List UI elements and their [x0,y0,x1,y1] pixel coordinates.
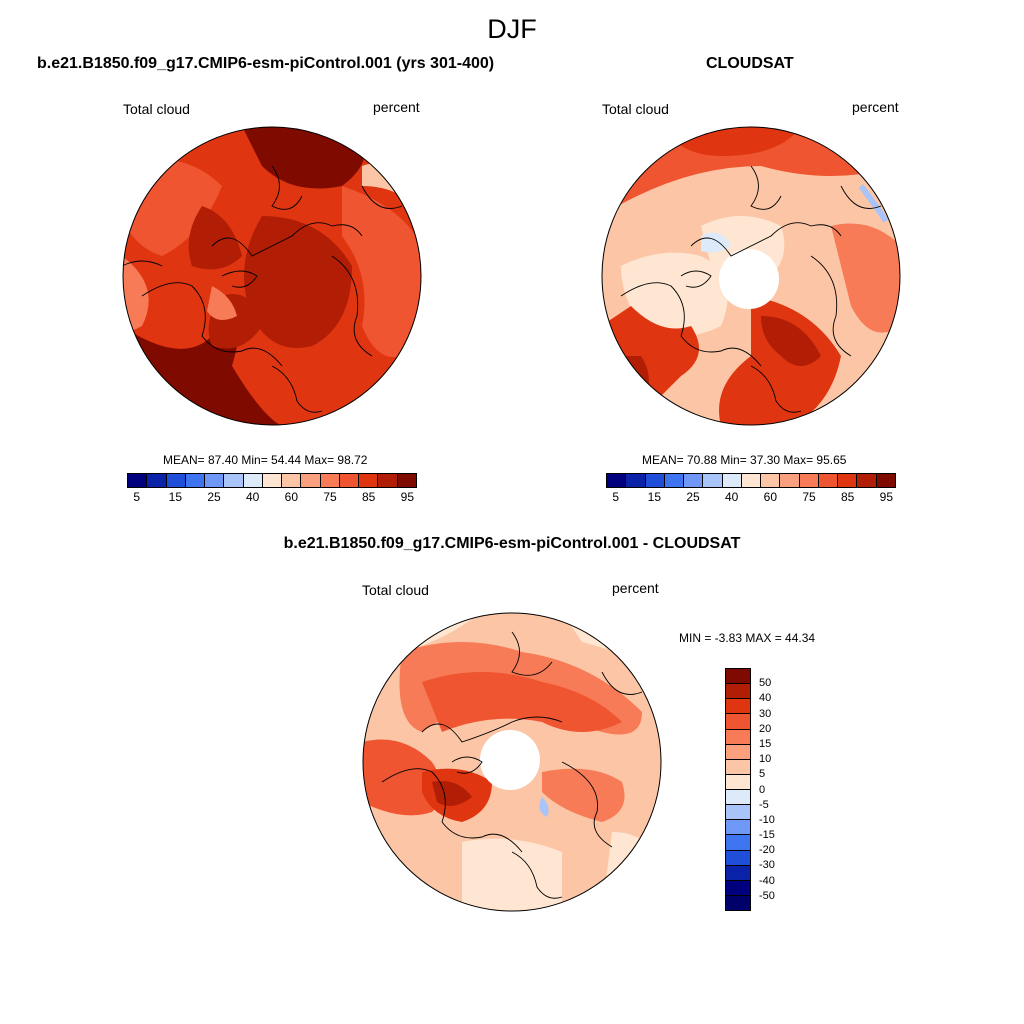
panel3-colorbar-tick-label: -30 [759,859,775,872]
panel3-colorbar-swatch [726,714,750,730]
panel1-colorbar-tick-label: 85 [361,490,376,504]
panel3-colorbar-tick-label: 50 [759,677,772,690]
panel3-colorbar-tick-label: 40 [759,692,772,705]
panel1-colorbar-swatch [262,474,283,487]
panel1-right-label: percent [373,99,420,115]
panel1-colorbar-swatch [378,474,398,487]
panel2-colorbar-swatch [818,474,839,487]
panel1-colorbar-tick-label: 40 [245,490,260,504]
panel3-colorbar-tick-label: 10 [759,753,772,766]
panel1-colorbar-tick-label: 95 [400,490,415,504]
panel3-left-label: Total cloud [362,582,429,598]
panel3-colorbar-swatch [726,684,750,700]
panel1-colorbar-swatch [205,474,225,487]
panel2-stats: MEAN= 70.88 Min= 37.30 Max= 95.65 [642,453,847,467]
panel2-colorbar-tick-label: 75 [802,490,816,504]
panel3-colorbar-tick-label: -5 [759,798,769,811]
panel3-colorbar [725,668,751,911]
panel1-stats: MEAN= 87.40 Min= 54.44 Max= 98.72 [163,453,368,467]
panel2-colorbar-swatch [741,474,762,487]
panel1-polar-map [122,126,422,426]
panel2-colorbar-swatch [838,474,858,487]
panel1-colorbar-swatch [166,474,186,487]
panel2-colorbar-tick-label: 15 [647,490,662,504]
panel3-colorbar-tick-label: -40 [759,874,775,887]
panel2-colorbar-swatch [607,474,627,487]
panel2-colorbar-swatch [645,474,665,487]
panel3-colorbar-swatch [726,835,750,851]
panel3-colorbar-swatch [726,774,750,790]
panel3-colorbar-tick-label: 0 [759,783,766,796]
panel2-colorbar-tick-label: 25 [686,490,700,504]
panel1-colorbar-swatch [301,474,321,487]
panel1-colorbar-tick-label: 25 [207,490,221,504]
panel3-colorbar-swatch [726,669,750,685]
panel2-colorbar-swatch [780,474,800,487]
panel3-colorbar-swatch [726,895,750,910]
panel3-colorbar-swatch [726,790,750,806]
panel3-right-label: percent [612,580,659,596]
panel2-colorbar-swatch [684,474,704,487]
panel1-title: b.e21.B1850.f09_g17.CMIP6-esm-piControl.… [37,55,495,72]
panel1-colorbar-swatch [282,474,302,487]
panel3-colorbar-tick-label: -15 [759,829,775,842]
panel3-colorbar-swatch [726,880,750,896]
panel3-colorbar-tick-label: 5 [759,768,766,781]
panel3-colorbar-swatch [726,699,750,715]
panel2-right-label: percent [852,99,899,115]
panel1-colorbar-swatch [397,474,416,487]
panel2-colorbar-swatch [761,474,781,487]
panel2-colorbar-swatch [626,474,646,487]
figure-title: DJF [487,14,537,44]
panel1-colorbar: 5 15 25 40 60 75 85 95 [127,473,417,504]
panel3-colorbar-swatch [726,805,750,821]
panel1-colorbar-swatch [224,474,244,487]
panel1-colorbar-tick-label: 75 [323,490,337,504]
panel2-colorbar-tick-label: 60 [763,490,778,504]
panel2-colorbar: 5 15 25 40 60 75 85 95 [606,473,896,504]
panel3-colorbar-swatch [726,759,750,775]
panel1-colorbar-swatch [147,474,167,487]
panel1-colorbar-swatch [128,474,148,487]
panel1-colorbar-swatch [185,474,206,487]
panel2-colorbar-swatch [799,474,819,487]
panel3-colorbar-tick-label: 15 [759,737,772,750]
panel3-colorbar-swatch [726,820,750,836]
panel3-colorbar-swatch [726,729,750,745]
panel1-colorbar-tick-label: 60 [284,490,299,504]
panel3-colorbar-swatch [726,744,750,760]
panel2-colorbar-swatch [664,474,685,487]
panel1-colorbar-swatch [320,474,340,487]
panel2-colorbar-swatch [857,474,877,487]
panel3-colorbar-swatch [726,865,750,881]
panel2-colorbar-tick-label: 40 [724,490,739,504]
panel3-colorbar-tick-label: -10 [759,813,775,826]
panel2-colorbar-swatch [876,474,895,487]
panel3-colorbar-tick-label: -20 [759,844,775,857]
panel1-colorbar-tick-label: 5 [133,490,140,504]
panel1-colorbar-swatch [339,474,360,487]
panel3-colorbar-swatch [726,850,750,866]
panel3-title: b.e21.B1850.f09_g17.CMIP6-esm-piControl.… [283,535,741,552]
panel2-left-label: Total cloud [602,101,669,117]
panel1-left-label: Total cloud [123,101,190,117]
panel1-colorbar-swatch [243,474,263,487]
panel3-polar-map [362,612,662,912]
panel3-stats: MIN = -3.83 MAX = 44.34 [679,631,816,645]
panel2-title: CLOUDSAT [706,55,794,72]
panel2-colorbar-tick-label: 95 [879,490,894,504]
panel1-colorbar-swatch [359,474,379,487]
panel2-polar-map [601,126,901,426]
panel1-colorbar-tick-label: 15 [168,490,183,504]
panel3-colorbar-tick-label: 20 [759,722,772,735]
panel2-colorbar-swatch [722,474,742,487]
panel3-colorbar-tick-label: 30 [759,707,772,720]
panel2-colorbar-tick-label: 85 [840,490,855,504]
panel2-colorbar-swatch [703,474,723,487]
panel3-colorbar-tick-label: -50 [759,889,775,902]
panel2-colorbar-tick-label: 5 [612,490,619,504]
